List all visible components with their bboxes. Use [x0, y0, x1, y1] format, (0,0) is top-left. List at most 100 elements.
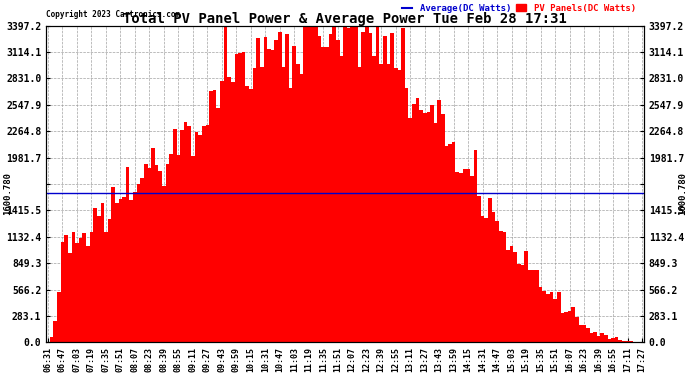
Bar — [513, 252, 517, 342]
Bar — [188, 126, 191, 342]
Bar — [524, 251, 528, 342]
Bar — [597, 336, 600, 342]
Bar — [542, 291, 546, 342]
Bar — [372, 56, 376, 342]
Bar — [249, 89, 253, 342]
Bar — [365, 26, 368, 342]
Bar — [560, 314, 564, 342]
Bar — [426, 112, 430, 342]
Bar — [304, 26, 307, 342]
Bar — [325, 48, 328, 342]
Bar — [293, 46, 296, 342]
Bar — [267, 49, 270, 342]
Bar — [546, 294, 550, 342]
Bar — [57, 292, 61, 342]
Bar — [357, 67, 362, 342]
Bar — [108, 219, 111, 342]
Bar — [618, 340, 622, 342]
Bar — [582, 326, 586, 342]
Bar — [191, 156, 195, 342]
Bar — [589, 333, 593, 342]
Bar — [278, 32, 282, 342]
Bar — [495, 221, 499, 342]
Bar — [82, 233, 86, 342]
Bar — [270, 50, 275, 342]
Bar — [351, 26, 354, 342]
Bar — [275, 40, 278, 342]
Bar — [473, 150, 477, 342]
Bar — [206, 124, 209, 342]
Bar — [434, 123, 437, 342]
Bar — [564, 312, 568, 342]
Title: Total PV Panel Power & Average Power Tue Feb 28 17:31: Total PV Panel Power & Average Power Tue… — [123, 12, 567, 26]
Bar — [470, 176, 473, 342]
Bar — [437, 100, 441, 342]
Bar — [539, 286, 542, 342]
Bar — [502, 232, 506, 342]
Bar — [148, 168, 151, 342]
Bar — [415, 98, 420, 342]
Bar — [64, 235, 68, 342]
Bar — [285, 34, 289, 342]
Text: 1600.780: 1600.780 — [678, 172, 687, 214]
Bar — [557, 292, 560, 342]
Bar — [166, 164, 169, 342]
Bar — [408, 118, 412, 342]
Bar — [119, 200, 122, 342]
Bar — [314, 26, 318, 342]
Bar — [477, 196, 481, 342]
Bar — [448, 144, 452, 342]
Bar — [604, 335, 608, 342]
Bar — [368, 33, 372, 342]
Bar — [209, 91, 213, 342]
Bar — [137, 183, 140, 342]
Bar — [50, 337, 53, 342]
Bar — [459, 172, 463, 342]
Bar — [180, 130, 184, 342]
Bar — [391, 33, 394, 342]
Bar — [282, 67, 285, 342]
Bar — [159, 171, 162, 342]
Bar — [444, 146, 448, 342]
Bar — [162, 186, 166, 342]
Bar — [68, 252, 72, 342]
Bar — [339, 56, 343, 342]
Bar — [173, 129, 177, 342]
Bar — [455, 172, 459, 342]
Bar — [195, 132, 198, 342]
Bar — [481, 216, 484, 342]
Bar — [430, 105, 434, 342]
Bar — [499, 231, 502, 342]
Bar — [550, 292, 553, 342]
Bar — [231, 81, 235, 342]
Bar — [593, 332, 597, 342]
Bar — [328, 34, 333, 342]
Bar — [600, 333, 604, 342]
Bar — [397, 70, 401, 342]
Bar — [423, 113, 426, 342]
Bar — [72, 232, 75, 342]
Bar — [90, 232, 93, 342]
Bar — [484, 218, 488, 342]
Bar — [401, 28, 405, 342]
Bar — [151, 148, 155, 342]
Bar — [347, 28, 351, 342]
Bar — [626, 341, 629, 342]
Bar — [510, 246, 513, 342]
Bar — [452, 142, 455, 342]
Bar — [354, 26, 357, 342]
Bar — [241, 52, 246, 342]
Bar — [517, 264, 521, 342]
Bar — [235, 54, 238, 342]
Bar — [463, 169, 466, 342]
Bar — [531, 270, 535, 342]
Bar — [466, 169, 470, 342]
Bar — [93, 207, 97, 342]
Bar — [615, 337, 618, 342]
Bar — [492, 213, 495, 342]
Bar — [260, 67, 264, 342]
Bar — [75, 243, 79, 342]
Bar — [202, 126, 206, 342]
Bar — [343, 26, 347, 342]
Bar — [488, 198, 492, 342]
